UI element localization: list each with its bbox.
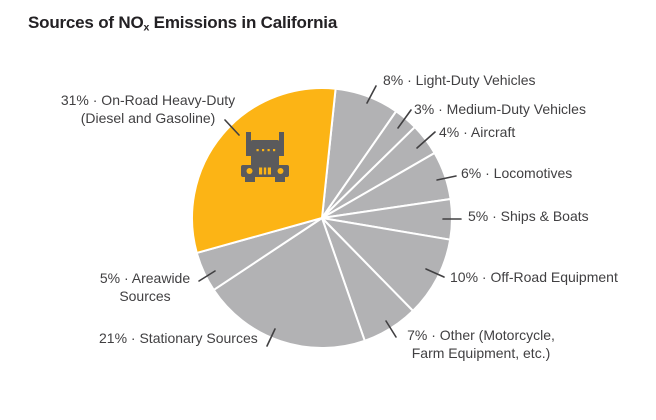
slice-callout-aircraft: 4% · Aircraft [439, 123, 515, 141]
pie-slice-stationary-sources [212, 217, 366, 349]
leader-line-stationary-sources [266, 328, 276, 347]
leader-line-light-duty-vehicles [366, 85, 377, 104]
leader-line-on-road-heavy-duty-diesel-and-gasoline [224, 119, 240, 136]
slice-label-line: 5% · Areawide [99, 270, 191, 286]
slice-label-line: 4% · Aircraft [439, 124, 516, 140]
leader-line-medium-duty-vehicles [397, 109, 412, 129]
leader-lines [198, 85, 462, 347]
slice-callout-off-road-equipment: 10% · Off-Road Equipment [450, 268, 618, 286]
slice-callout-stationary-sources: 21% · Stationary Sources [99, 329, 258, 347]
chart-title: Sources of NOx Emissions in California [28, 13, 337, 33]
slice-label-line: 8% · Light-Duty Vehicles [383, 72, 536, 88]
chart-title-post: Emissions in California [149, 13, 338, 32]
slice-label-line: (Diesel and Gasoline) [80, 110, 216, 126]
slice-callout-other-motorcycle-farm-equipment-etc: 7% · Other (Motorcycle, Farm Equipment, e… [381, 326, 581, 362]
pie-slice-off-road-equipment [321, 217, 452, 312]
slice-callout-medium-duty-vehicles: 3% · Medium-Duty Vehicles [414, 100, 586, 118]
slice-label-line: Farm Equipment, etc.) [411, 345, 551, 361]
chart-title-subscript: x [143, 21, 150, 34]
slice-callout-light-duty-vehicles: 8% · Light-Duty Vehicles [383, 71, 536, 89]
slice-label-line: 31% · On-Road Heavy-Duty [60, 92, 236, 108]
slice-label-line: 5% · Ships & Boats [468, 208, 589, 224]
slice-callout-on-road-heavy-duty-diesel-and-gasoline: 31% · On-Road Heavy-Duty (Diesel and Gaso… [48, 91, 248, 127]
slice-label-line: 7% · Other (Motorcycle, [407, 327, 555, 343]
leader-line-areawide-sources [198, 270, 216, 282]
slice-callout-ships-boats: 5% · Ships & Boats [468, 207, 589, 225]
chart-title-pre: Sources of NO [28, 13, 144, 32]
leader-line-other-motorcycle-farm-equipment-etc [385, 320, 397, 338]
leader-line-aircraft [416, 131, 436, 149]
leader-line-off-road-equipment [425, 268, 445, 278]
slice-label-line: 6% · Locomotives [461, 165, 573, 181]
slice-label-line: 21% · Stationary Sources [99, 330, 258, 346]
leader-line-locomotives [436, 175, 457, 181]
slice-label-line: Sources [119, 288, 171, 304]
slice-callout-areawide-sources: 5% · Areawide Sources [80, 269, 210, 305]
slice-label-line: 3% · Medium-Duty Vehicles [414, 101, 586, 117]
truck-icon [241, 132, 289, 182]
slice-label-line: 10% · Off-Road Equipment [450, 269, 618, 285]
slice-callout-locomotives: 6% · Locomotives [461, 164, 572, 182]
